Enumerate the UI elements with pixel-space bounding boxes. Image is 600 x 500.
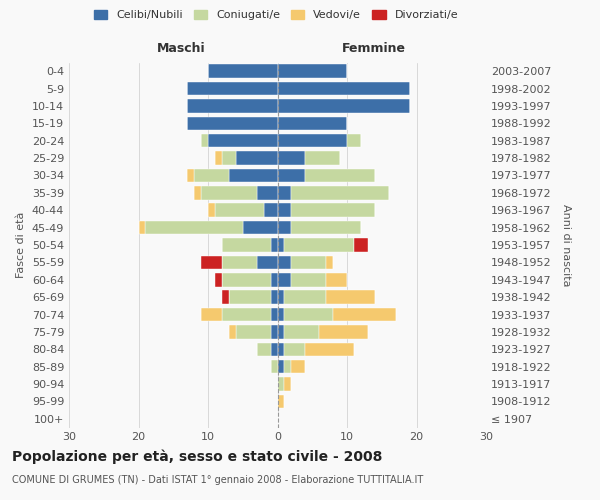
Bar: [326, 290, 375, 304]
Bar: [277, 256, 292, 269]
Bar: [271, 360, 277, 374]
Bar: [263, 204, 277, 217]
Bar: [222, 152, 236, 165]
Bar: [354, 238, 368, 252]
Bar: [194, 168, 229, 182]
Bar: [208, 204, 215, 217]
Bar: [277, 360, 284, 374]
Bar: [229, 168, 277, 182]
Bar: [271, 342, 277, 356]
Bar: [277, 342, 284, 356]
Bar: [277, 273, 292, 286]
Bar: [277, 238, 284, 252]
Bar: [201, 308, 222, 322]
Bar: [292, 221, 361, 234]
Bar: [292, 360, 305, 374]
Bar: [284, 325, 319, 338]
Bar: [208, 134, 277, 147]
Bar: [208, 64, 277, 78]
Y-axis label: Anni di nascita: Anni di nascita: [561, 204, 571, 286]
Bar: [271, 238, 277, 252]
Bar: [222, 273, 271, 286]
Bar: [284, 360, 292, 374]
Y-axis label: Fasce di età: Fasce di età: [16, 212, 26, 278]
Bar: [277, 152, 305, 165]
Bar: [292, 186, 389, 200]
Bar: [271, 290, 277, 304]
Bar: [277, 99, 410, 112]
Bar: [187, 116, 277, 130]
Bar: [187, 99, 277, 112]
Bar: [222, 238, 271, 252]
Bar: [319, 325, 368, 338]
Bar: [215, 273, 222, 286]
Bar: [277, 378, 284, 391]
Bar: [277, 394, 284, 408]
Bar: [229, 290, 271, 304]
Bar: [277, 325, 284, 338]
Bar: [277, 290, 284, 304]
Bar: [277, 168, 305, 182]
Bar: [277, 221, 292, 234]
Bar: [277, 204, 292, 217]
Bar: [187, 168, 194, 182]
Bar: [215, 152, 222, 165]
Bar: [277, 308, 284, 322]
Bar: [277, 116, 347, 130]
Bar: [305, 152, 340, 165]
Text: Maschi: Maschi: [157, 42, 206, 55]
Bar: [222, 290, 229, 304]
Bar: [326, 256, 333, 269]
Bar: [292, 273, 326, 286]
Bar: [277, 134, 347, 147]
Bar: [277, 186, 292, 200]
Bar: [187, 82, 277, 96]
Bar: [257, 256, 277, 269]
Bar: [257, 186, 277, 200]
Bar: [145, 221, 243, 234]
Bar: [305, 342, 354, 356]
Bar: [229, 325, 236, 338]
Bar: [215, 204, 263, 217]
Text: Popolazione per età, sesso e stato civile - 2008: Popolazione per età, sesso e stato civil…: [12, 450, 382, 464]
Bar: [326, 273, 347, 286]
Bar: [284, 342, 305, 356]
Bar: [292, 204, 375, 217]
Bar: [271, 325, 277, 338]
Bar: [271, 273, 277, 286]
Bar: [277, 64, 347, 78]
Bar: [347, 134, 361, 147]
Bar: [194, 186, 201, 200]
Bar: [257, 342, 271, 356]
Text: COMUNE DI GRUMES (TN) - Dati ISTAT 1° gennaio 2008 - Elaborazione TUTTITALIA.IT: COMUNE DI GRUMES (TN) - Dati ISTAT 1° ge…: [12, 475, 423, 485]
Bar: [139, 221, 145, 234]
Bar: [201, 186, 257, 200]
Text: Femmine: Femmine: [341, 42, 406, 55]
Bar: [305, 168, 375, 182]
Bar: [284, 378, 292, 391]
Bar: [222, 256, 257, 269]
Bar: [243, 221, 277, 234]
Bar: [271, 308, 277, 322]
Bar: [333, 308, 395, 322]
Bar: [284, 290, 326, 304]
Bar: [284, 238, 354, 252]
Bar: [284, 308, 333, 322]
Bar: [201, 256, 222, 269]
Bar: [236, 152, 277, 165]
Legend: Celibi/Nubili, Coniugati/e, Vedovi/e, Divorziati/e: Celibi/Nubili, Coniugati/e, Vedovi/e, Di…: [89, 6, 463, 25]
Bar: [292, 256, 326, 269]
Bar: [236, 325, 271, 338]
Bar: [222, 308, 271, 322]
Bar: [201, 134, 208, 147]
Bar: [277, 82, 410, 96]
